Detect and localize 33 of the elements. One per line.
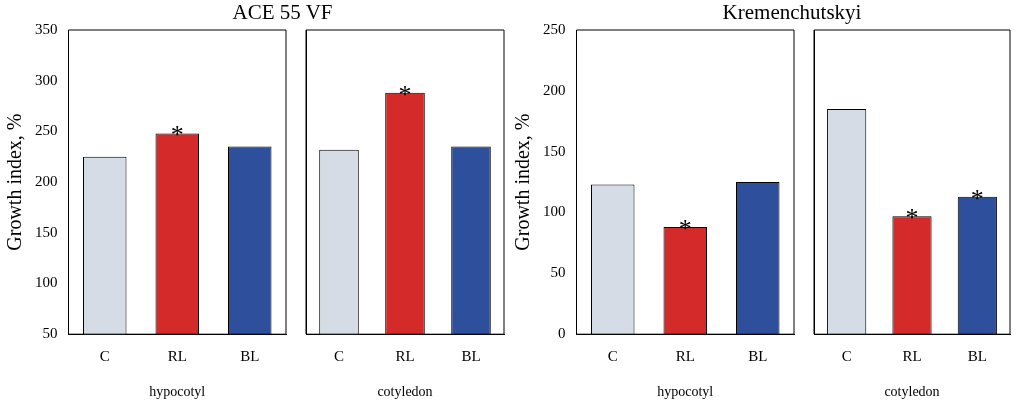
x-axis-title: cotyledon bbox=[884, 384, 940, 400]
y-tick-label: 100 bbox=[35, 274, 58, 291]
y-tick-label: 150 bbox=[35, 223, 58, 240]
x-tick-label: C bbox=[333, 348, 345, 365]
y-tick-label: 150 bbox=[543, 142, 566, 159]
y-axis-title: Growth index, % bbox=[511, 113, 534, 251]
y-tick-label: 250 bbox=[543, 20, 566, 37]
chart-title: ACE 55 VF bbox=[231, 0, 334, 25]
y-axis-title: Growth index, % bbox=[3, 113, 26, 251]
x-tick-label: BL bbox=[748, 348, 768, 365]
y-tick-label: 0 bbox=[558, 325, 566, 342]
x-tick-label: RL bbox=[675, 348, 695, 365]
y-tick-label: 250 bbox=[35, 122, 58, 139]
x-tick-label: C bbox=[99, 348, 110, 365]
y-tick-label: 200 bbox=[35, 173, 58, 190]
x-tick-label: RL bbox=[167, 348, 187, 365]
x-tick-label: RL bbox=[902, 348, 922, 365]
y-tick-label: 200 bbox=[543, 81, 566, 98]
x-tick-label: RL bbox=[395, 348, 415, 365]
x-tick-label: C bbox=[607, 348, 618, 365]
y-tick-label: 50 bbox=[550, 264, 566, 281]
x-axis-title: hypocotyl bbox=[657, 384, 714, 400]
y-tick-label: 300 bbox=[35, 71, 58, 88]
x-tick-label: BL bbox=[967, 348, 987, 365]
x-axis-title: cotyledon bbox=[377, 384, 433, 400]
x-tick-label: BL bbox=[240, 348, 260, 365]
x-axis-title: hypocotyl bbox=[149, 384, 206, 400]
x-tick-label: C bbox=[841, 348, 852, 365]
y-tick-label: 50 bbox=[42, 325, 58, 342]
chart-title: Kremenchutskyi bbox=[721, 0, 863, 25]
y-tick-label: 100 bbox=[543, 203, 566, 220]
x-tick-label: BL bbox=[461, 348, 481, 365]
y-tick-label: 350 bbox=[35, 20, 58, 37]
